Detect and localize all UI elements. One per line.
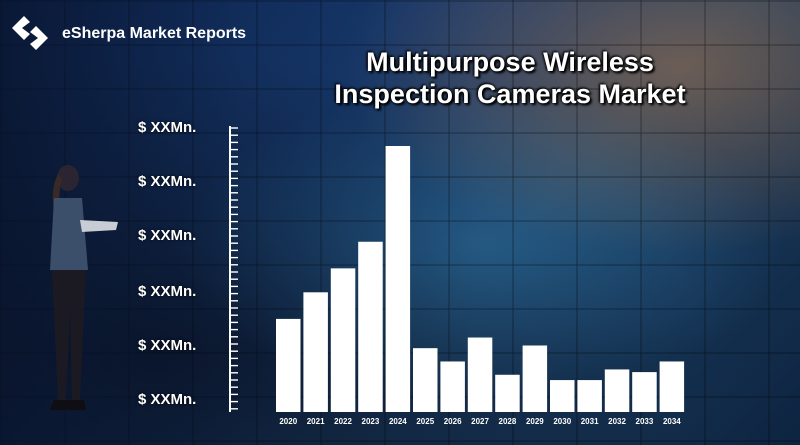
y-tick-label: $ XXMn. — [138, 391, 197, 408]
x-tick-label-2033: 2033 — [635, 417, 654, 426]
bar-2034 — [659, 361, 685, 412]
bar-2021 — [303, 292, 328, 412]
x-tick-label-2024: 2024 — [388, 417, 407, 426]
x-tick-label-2026: 2026 — [443, 417, 462, 426]
x-tick-label-2021: 2021 — [306, 417, 325, 426]
x-tick-label-2027: 2027 — [471, 417, 489, 426]
bar-2031 — [577, 380, 602, 412]
chart-title-line-1: Multipurpose Wireless — [366, 47, 654, 77]
x-tick-label-2025: 2025 — [416, 417, 435, 426]
bar-2032 — [604, 369, 630, 412]
x-tick-label-2032: 2032 — [608, 417, 626, 426]
x-tick-label-2028: 2028 — [498, 417, 517, 426]
bar-2025 — [413, 348, 438, 412]
y-tick-label: $ XXMn. — [138, 173, 197, 190]
bar-2022 — [330, 268, 356, 412]
x-tick-label-2022: 2022 — [334, 417, 352, 426]
brand-logo: eSherpa Market Reports — [8, 12, 246, 56]
y-tick-label: $ XXMn. — [138, 119, 197, 136]
x-tick-label-2031: 2031 — [580, 417, 599, 426]
y-tick-label: $ XXMn. — [138, 337, 197, 354]
y-tick-label: $ XXMn. — [138, 283, 197, 300]
chart-title-line-2: Inspection Cameras Market — [334, 79, 686, 109]
x-tick-label-2030: 2030 — [553, 417, 572, 426]
esherpa-logo-icon — [12, 16, 48, 50]
bar-2028 — [495, 374, 520, 412]
woman-with-laptop-figure — [50, 165, 118, 410]
bar-2033 — [632, 372, 657, 412]
x-tick-label-2034: 2034 — [662, 417, 681, 426]
chart-title: Multipurpose Wireless Inspection Cameras… — [285, 46, 735, 110]
x-tick-label-2020: 2020 — [279, 417, 298, 426]
bars — [276, 146, 685, 412]
brand-name: eSherpa Market Reports — [62, 25, 247, 42]
bar-2030 — [550, 380, 575, 412]
bar-2024 — [385, 146, 411, 412]
bar-2023 — [358, 241, 383, 412]
x-tick-label-2023: 2023 — [361, 417, 380, 426]
bar-2029 — [522, 345, 548, 412]
y-tick-label: $ XXMn. — [138, 227, 197, 244]
bar-2026 — [440, 361, 465, 412]
x-tick-label-2029: 2029 — [525, 417, 544, 426]
bar-2020 — [276, 318, 301, 412]
y-axis — [229, 126, 238, 412]
bar-2027 — [467, 337, 493, 412]
